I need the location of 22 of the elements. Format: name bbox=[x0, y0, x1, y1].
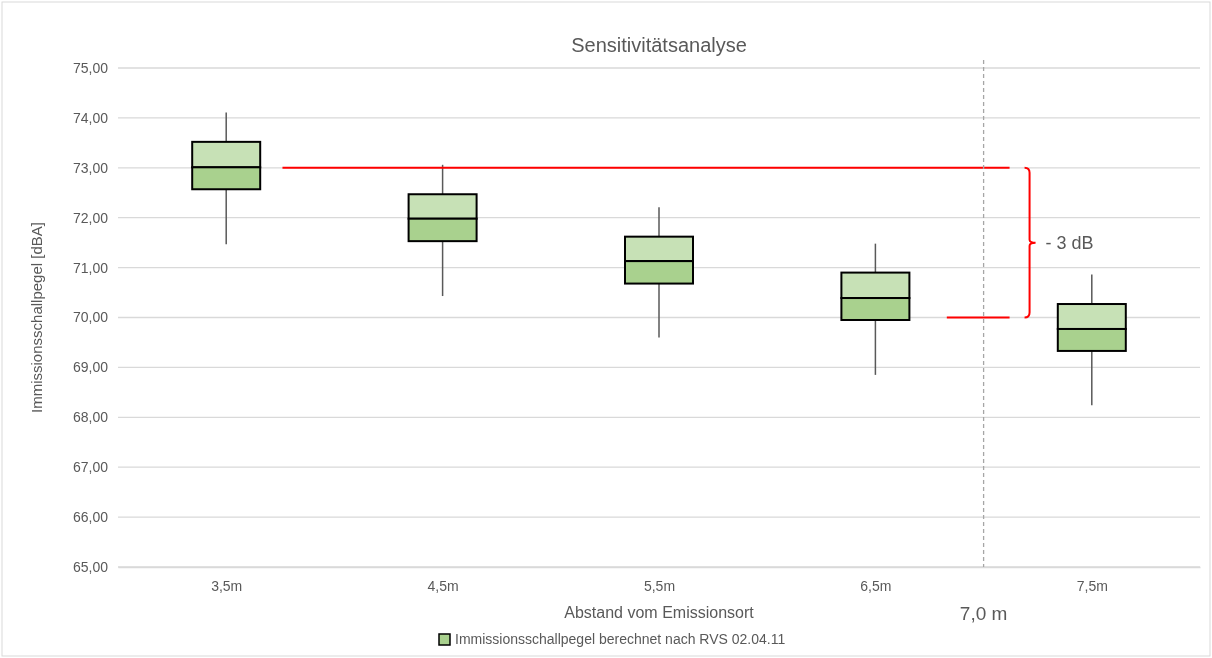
x-tick-label: 4,5m bbox=[427, 577, 459, 594]
y-tick-label: 71,00 bbox=[72, 259, 109, 276]
y-tick-label: 72,00 bbox=[72, 209, 109, 226]
x-tick-label: 7,5m bbox=[1076, 577, 1108, 594]
x-tick-label: 5,5m bbox=[643, 577, 676, 594]
y-axis-title: Immissionsschallpegel [dBA] bbox=[28, 222, 45, 413]
y-tick-label: 69,00 bbox=[72, 359, 109, 376]
annotation: - 3 dB bbox=[1045, 232, 1094, 253]
x-axis-title: Abstand vom Emissionsort bbox=[564, 604, 755, 621]
y-tick-label: 75,00 bbox=[72, 59, 109, 76]
x-tick-label: 3,5m bbox=[211, 577, 243, 594]
y-tick-label: 74,00 bbox=[72, 109, 109, 126]
y-tick-label: 65,00 bbox=[72, 558, 109, 575]
x-tick-label: 6,5m bbox=[860, 577, 892, 594]
chart-title: Sensitivitätsanalyse bbox=[571, 34, 747, 56]
y-tick-label: 67,00 bbox=[72, 459, 109, 476]
y-tick-label: 73,00 bbox=[72, 159, 109, 176]
y-tick-label: 68,00 bbox=[72, 409, 109, 426]
ref-line-label: 7,0 m bbox=[959, 603, 1008, 624]
y-tick-label: 66,00 bbox=[72, 509, 109, 526]
legend-label: Immissionsschallpegel berechnet nach RVS 02.04.11 bbox=[455, 631, 786, 647]
y-tick-label: 70,00 bbox=[72, 309, 109, 326]
